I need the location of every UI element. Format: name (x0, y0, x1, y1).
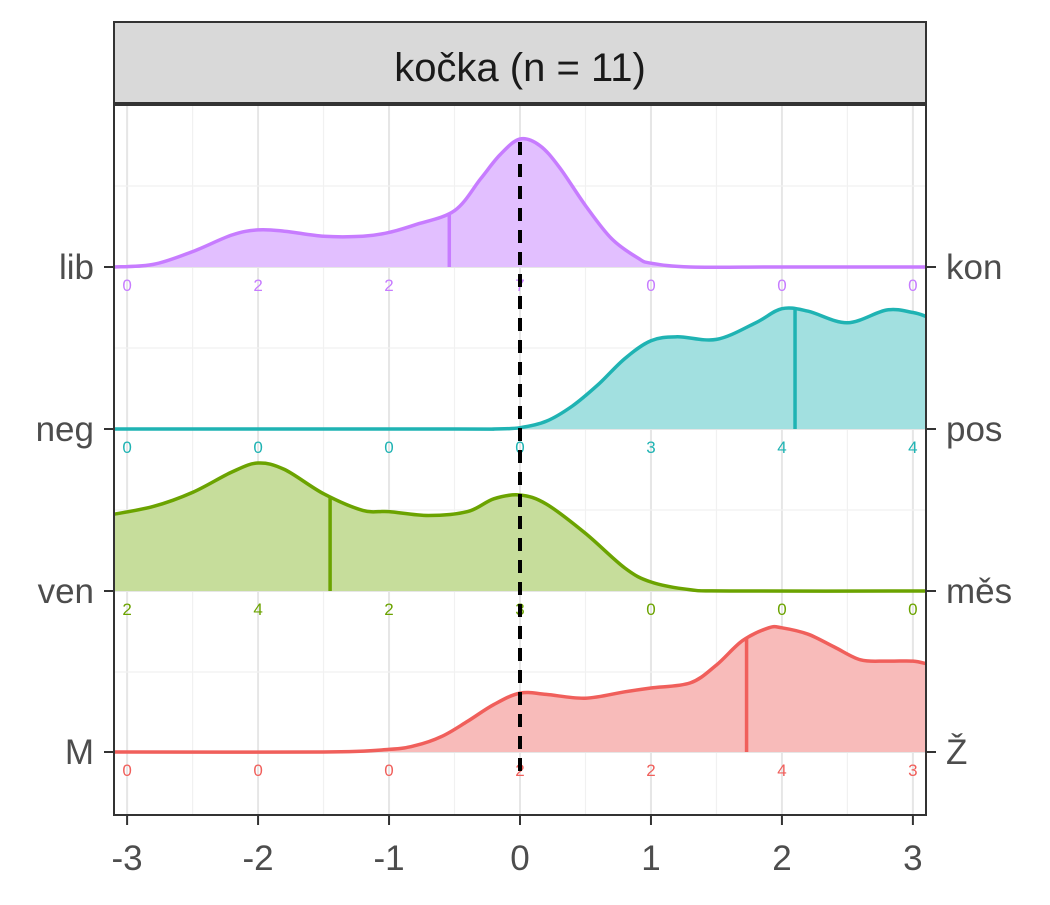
count-label: 0 (253, 438, 262, 457)
count-label: 2 (253, 276, 262, 295)
count-label: 0 (777, 600, 786, 619)
count-label: 4 (777, 438, 786, 457)
count-label: 3 (646, 438, 655, 457)
count-label: 0 (908, 276, 917, 295)
count-label: 0 (122, 276, 131, 295)
count-label: 0 (515, 438, 524, 457)
count-label: 2 (646, 761, 655, 780)
right-label: kon (946, 248, 1002, 287)
facet-title: kočka (n = 11) (394, 46, 646, 90)
count-label: 0 (122, 761, 131, 780)
right-label: Ž (946, 733, 967, 772)
count-label: 0 (777, 276, 786, 295)
x-tick-label: 1 (641, 839, 660, 878)
left-label: lib (59, 248, 94, 287)
left-label: neg (36, 410, 94, 449)
x-tick-label: 0 (510, 839, 529, 878)
left-label: ven (38, 572, 94, 611)
x-tick-label: 2 (772, 839, 791, 878)
count-label: 0 (122, 438, 131, 457)
x-tick-label: -3 (112, 839, 143, 878)
x-tick-label: 3 (903, 839, 922, 878)
count-label: 4 (777, 761, 786, 780)
count-label: 2 (384, 600, 393, 619)
count-label: 0 (384, 438, 393, 457)
density-row-M: 0002243 (113, 624, 927, 780)
right-label: měs (946, 572, 1012, 611)
axis-layer: -3 -2 -1 0 1 2 3 lib kon neg pos ven měs M Ž (36, 248, 1013, 878)
count-label: 2 (384, 276, 393, 295)
density-line (113, 306, 927, 431)
facet-strip (113, 21, 927, 104)
x-tick-label: -2 (243, 839, 274, 878)
count-label: 0 (646, 600, 655, 619)
density-line (113, 461, 927, 593)
count-label: 0 (253, 761, 262, 780)
density-line (113, 136, 926, 270)
count-label: 4 (253, 600, 262, 619)
density-row-lib: 0227000 (113, 136, 926, 295)
x-tick-label: -1 (373, 839, 404, 878)
density-line (113, 624, 927, 754)
density-row-neg: 0 0 0 0 3 4 4 (113, 306, 927, 457)
count-label: 0 (908, 600, 917, 619)
count-label: 0 (384, 761, 393, 780)
count-label: 3 (908, 761, 917, 780)
count-label: 0 (646, 276, 655, 295)
density-area (114, 626, 926, 753)
density-area (114, 138, 926, 268)
right-label: pos (946, 410, 1002, 449)
count-label: 2 (122, 600, 131, 619)
count-label: 4 (908, 438, 917, 457)
left-label: M (65, 733, 94, 772)
